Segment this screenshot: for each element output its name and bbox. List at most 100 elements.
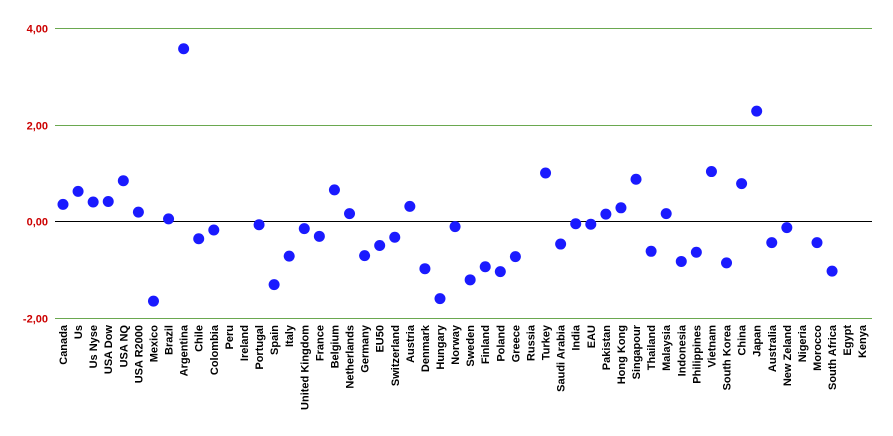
x-tick-label: Thailand [646, 325, 658, 370]
data-point [449, 221, 461, 233]
data-point [359, 250, 371, 262]
x-tick-label: Australia [767, 324, 779, 372]
data-point [811, 237, 823, 249]
x-tick-label: Norway [450, 324, 462, 365]
x-tick-label: Malaysia [661, 324, 673, 371]
x-tick-label: EAU [586, 325, 598, 348]
x-tick-label: Switzerland [390, 325, 402, 386]
x-tick-label: Germany [360, 324, 372, 373]
x-tick-label: Indonesia [676, 324, 688, 376]
data-point [344, 208, 356, 220]
x-tick-label: Brazil [164, 325, 176, 355]
x-tick-label: USA R2000 [133, 325, 145, 383]
x-tick-label: Vietnam [706, 325, 718, 368]
x-tick-label: China [737, 324, 749, 355]
data-point [705, 166, 717, 178]
data-point [615, 202, 627, 214]
x-tick-label: Kenya [857, 324, 869, 358]
x-tick-label: Denmark [420, 324, 432, 372]
data-point [630, 173, 642, 185]
gridlines [55, 28, 872, 319]
data-point [253, 219, 265, 231]
x-axis-tick-labels: Canada Us Us Nyse USA Dow USA NQ USA R2000 Mex… [58, 324, 869, 410]
x-tick-label: New Zeland [782, 325, 794, 386]
data-point [147, 295, 159, 307]
data-point [464, 274, 476, 286]
x-tick-label: Pakistan [601, 325, 613, 371]
y-tick-label: -2,00 [23, 314, 48, 326]
x-tick-label: Turkey [541, 324, 553, 360]
data-point [494, 266, 506, 278]
data-point [419, 263, 431, 275]
data-point [298, 223, 310, 235]
data-point [117, 175, 129, 187]
x-tick-label: Japan [752, 325, 764, 357]
x-tick-label: France [314, 325, 326, 361]
x-tick-label: Russia [525, 324, 537, 361]
x-tick-label: South Korea [722, 324, 734, 390]
x-tick-label: Greece [510, 325, 522, 362]
data-point [766, 237, 778, 249]
data-point [268, 279, 280, 291]
data-point [102, 196, 114, 208]
x-tick-label: Canada [58, 324, 70, 365]
x-tick-label: Finland [480, 325, 492, 364]
data-point [570, 218, 582, 230]
x-tick-label: Saudi Arabia [556, 324, 568, 392]
data-point [555, 238, 567, 250]
x-tick-label: Philippines [691, 325, 703, 384]
data-point [660, 208, 672, 220]
data-point [585, 218, 597, 230]
y-tick-label: 4,00 [27, 24, 48, 36]
data-point [389, 231, 401, 243]
data-point [540, 167, 552, 179]
x-tick-label: Chile [194, 325, 206, 352]
x-tick-label: USA NQ [118, 325, 130, 368]
y-axis-tick-labels: -2,00 0,00 2,00 4,00 [23, 24, 48, 326]
x-tick-label: India [571, 324, 583, 351]
x-tick-label: Mexico [148, 325, 160, 363]
data-points [57, 43, 838, 307]
data-point [374, 240, 386, 251]
data-point [132, 206, 144, 218]
x-tick-label: Poland [495, 325, 507, 362]
x-tick-label: USA Dow [103, 325, 115, 375]
x-tick-label: Colombia [209, 324, 221, 375]
x-tick-label: Belgium [329, 325, 341, 369]
x-tick-label: Ireland [239, 325, 251, 361]
x-tick-label: United Kingdom [299, 325, 311, 410]
x-tick-label: Egypt [842, 325, 854, 356]
x-tick-label: Austria [405, 324, 417, 363]
data-point [690, 246, 702, 258]
data-point [736, 178, 748, 190]
x-tick-label: Argentina [179, 324, 191, 376]
data-point [509, 251, 521, 263]
data-point [178, 43, 190, 55]
x-tick-label: Peru [224, 325, 236, 349]
data-point [193, 233, 205, 245]
data-point [283, 250, 295, 262]
x-tick-label: Singapour [631, 324, 643, 379]
data-point [208, 224, 220, 236]
data-point [87, 196, 99, 208]
x-tick-label: Us Nyse [88, 325, 100, 368]
x-tick-label: Hungary [435, 324, 447, 370]
data-point [721, 257, 733, 269]
x-tick-label: Nigeria [797, 324, 809, 362]
x-tick-label: Netherlands [345, 325, 357, 389]
data-point [479, 261, 491, 273]
x-tick-label: Us [73, 325, 85, 339]
data-point [328, 184, 340, 196]
data-point [600, 208, 612, 220]
x-tick-label: Morocco [812, 325, 824, 371]
data-point [72, 185, 84, 197]
y-tick-label: 0,00 [27, 217, 48, 229]
data-point [57, 198, 69, 210]
y-tick-label: 2,00 [27, 121, 48, 133]
data-point [313, 230, 325, 242]
data-point [645, 245, 657, 257]
data-point [163, 213, 175, 225]
data-point [781, 222, 793, 234]
data-point [675, 255, 687, 267]
